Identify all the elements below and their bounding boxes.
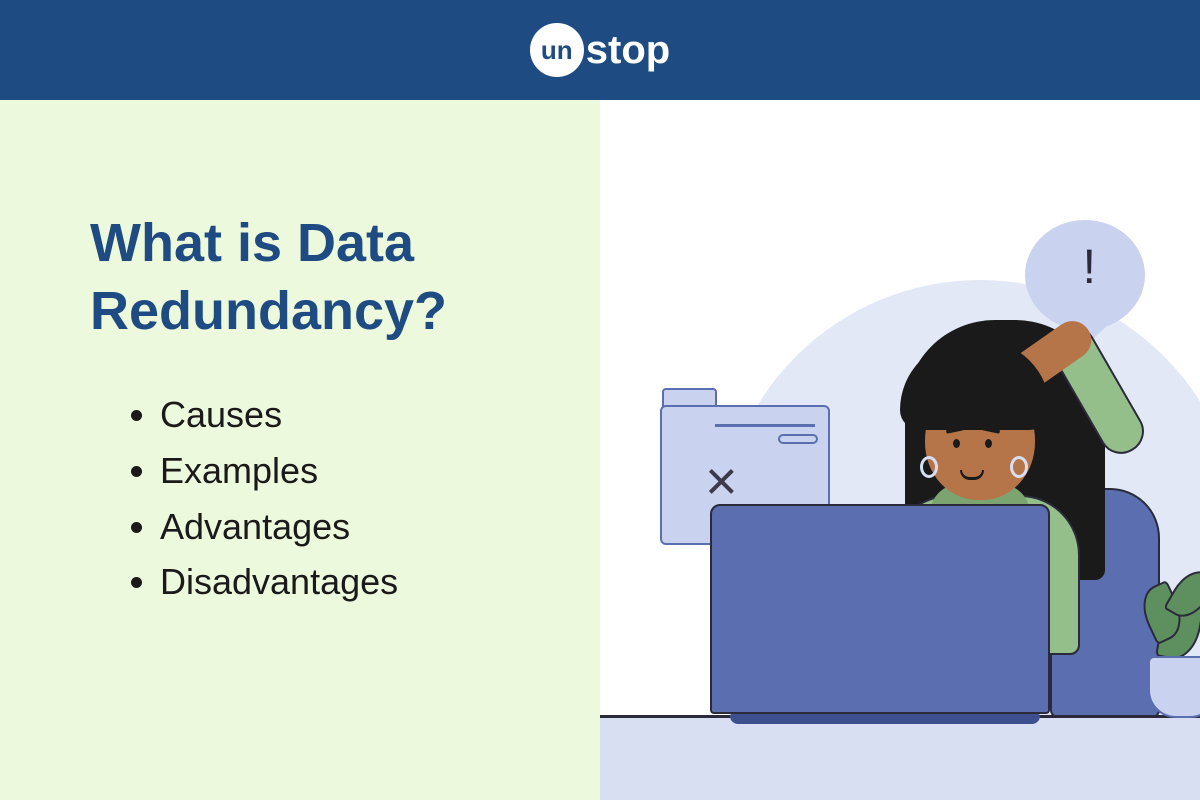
logo-circle: un [530, 23, 584, 77]
list-item: Causes [160, 387, 540, 443]
logo-word: stop [586, 28, 670, 73]
main-content: What is Data Redundancy? Causes Examples… [0, 100, 1200, 800]
logo-circle-text: un [541, 35, 573, 66]
laptop-base [730, 714, 1040, 724]
plant-pot [1148, 656, 1200, 718]
exclamation-icon: ! [1083, 240, 1096, 295]
page-title: What is Data Redundancy? [90, 210, 540, 345]
eye-right [985, 439, 992, 448]
list-item: Advantages [160, 499, 540, 555]
laptop-screen [710, 504, 1050, 714]
folder-slot [778, 434, 818, 444]
list-item: Examples [160, 443, 540, 499]
text-panel: What is Data Redundancy? Causes Examples… [0, 100, 600, 800]
topic-list: Causes Examples Advantages Disadvantages [90, 387, 540, 610]
eye-left [953, 439, 960, 448]
folder-line [715, 424, 815, 427]
illustration-panel: ! × [600, 100, 1200, 800]
earring-left [920, 456, 938, 478]
earring-right [1010, 456, 1028, 478]
list-item: Disadvantages [160, 554, 540, 610]
brand-logo: un stop [530, 23, 670, 77]
header-bar: un stop [0, 0, 1200, 100]
desk [600, 718, 1200, 800]
